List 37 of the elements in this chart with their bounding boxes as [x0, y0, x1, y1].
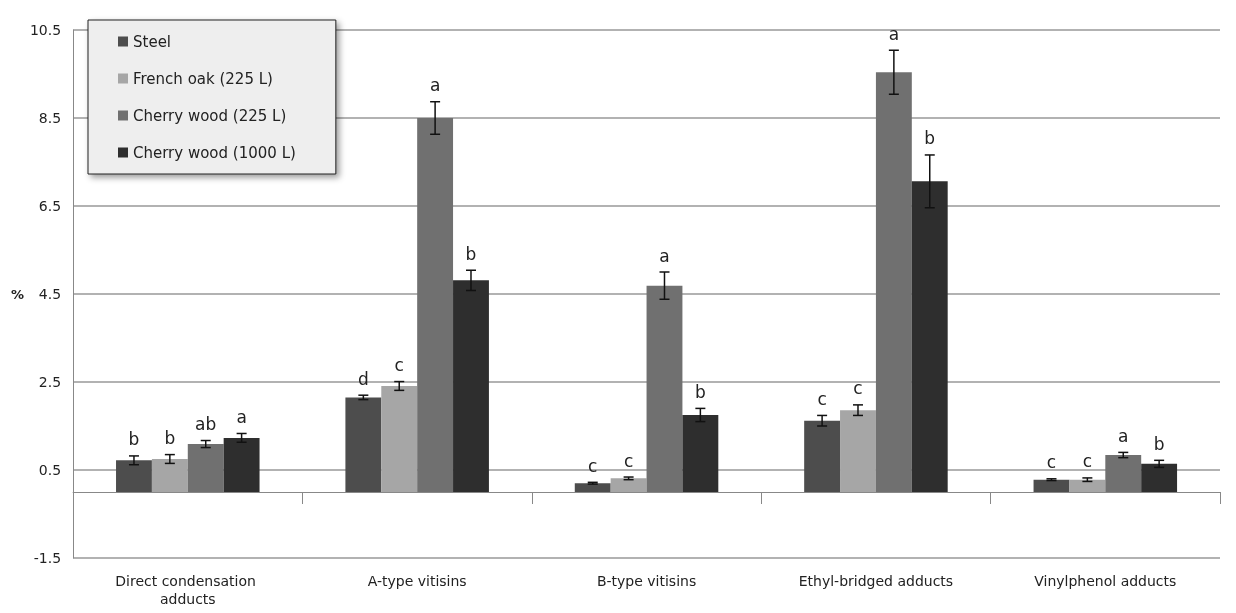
y-tick-label: 10.5: [29, 22, 62, 38]
x-tick-label: Direct condensation adducts: [115, 573, 261, 607]
data-label: c: [817, 388, 827, 409]
data-label: ab: [195, 414, 217, 435]
data-label: c: [1046, 452, 1057, 473]
legend-label: French oak (225 L): [133, 69, 273, 88]
data-label: b: [1153, 433, 1165, 454]
data-label: c: [623, 450, 634, 471]
x-tick-label: B-type vitisins: [596, 573, 697, 589]
y-tick-label: 0.5: [38, 462, 62, 478]
data-label: c: [394, 355, 404, 376]
x-tick-label: A-type vitisins: [367, 573, 467, 589]
data-label: c: [853, 378, 863, 399]
y-tick-label: 8.5: [38, 110, 62, 126]
x-tick-label: Ethyl-bridged adducts: [798, 573, 954, 589]
data-label: a: [659, 245, 670, 266]
data-label: d: [357, 368, 369, 389]
data-label: b: [924, 128, 936, 149]
data-label: b: [694, 381, 706, 402]
data-label: a: [429, 75, 441, 96]
y-tick-label: 6.5: [38, 198, 62, 214]
data-label: c: [1082, 451, 1093, 472]
data-label: a: [888, 23, 900, 44]
data-label: b: [128, 429, 140, 450]
data-label: b: [164, 428, 176, 449]
data-label: c: [588, 455, 598, 476]
data-label: b: [465, 243, 477, 264]
x-tick-label: Vinylphenol adducts: [1034, 573, 1177, 589]
y-tick-label: 4.5: [38, 286, 62, 302]
y-tick-label: -1.5: [33, 550, 62, 566]
data-label: a: [236, 406, 247, 427]
y-tick-label: 2.5: [38, 374, 62, 390]
legend-label: Cherry wood (1000 L): [133, 143, 296, 162]
legend-label: Cherry wood (225 L): [133, 106, 287, 125]
y-axis-title: %: [10, 286, 25, 302]
data-label: a: [1118, 425, 1129, 446]
legend-label: Steel: [133, 32, 172, 51]
